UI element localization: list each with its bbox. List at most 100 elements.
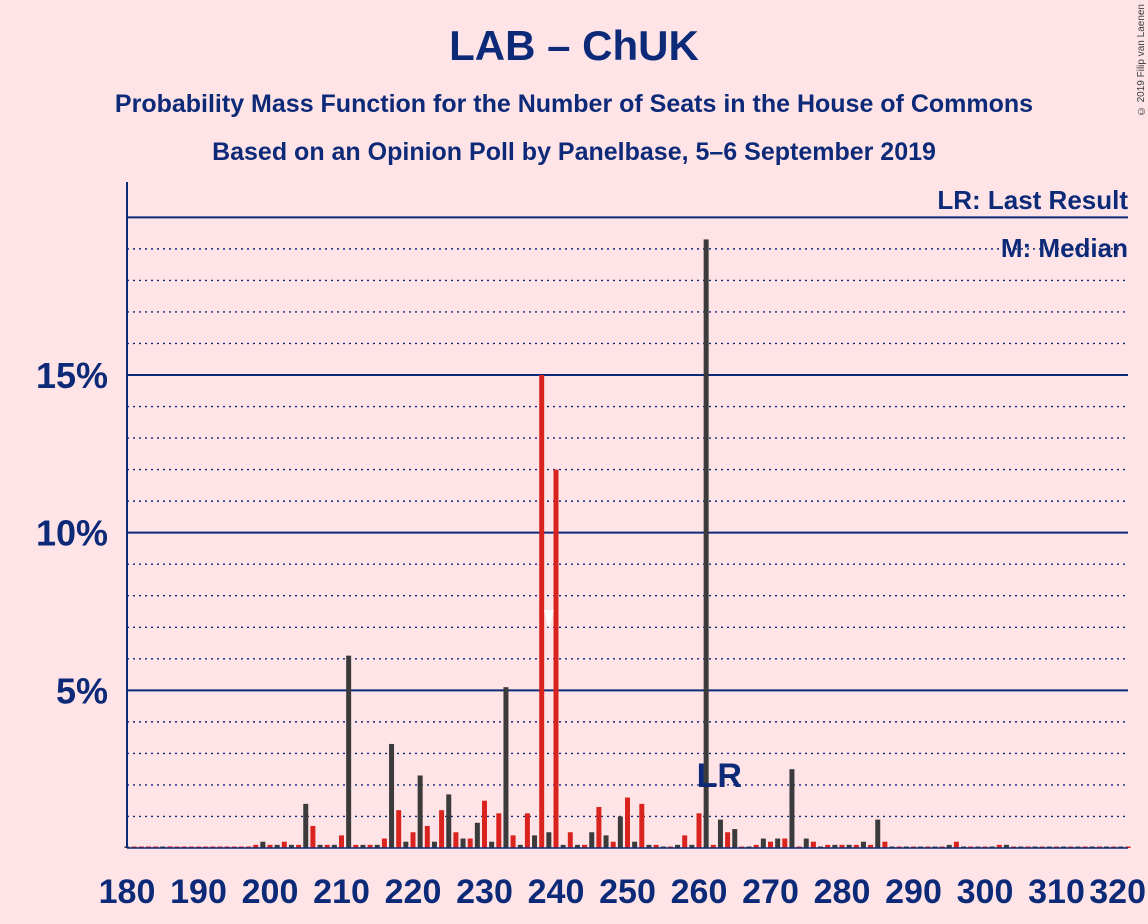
bar-lab-212	[353, 844, 359, 848]
bar-chuk-251	[632, 841, 638, 848]
bar-lab-252	[639, 803, 645, 848]
bar-lab-284	[868, 844, 874, 848]
x-tick-label: 240	[528, 873, 585, 911]
bar-chuk-243	[574, 844, 580, 848]
bar-chuk-261	[703, 239, 709, 848]
bar-chuk-257	[675, 844, 681, 848]
bar-lab-238	[539, 375, 545, 848]
bar-lab-272	[782, 838, 788, 848]
bar-chuk-213	[360, 844, 366, 848]
legend-median: M: Median	[1000, 233, 1128, 263]
bar-lab-234	[510, 835, 516, 848]
bar-chuk-279	[832, 844, 838, 848]
bar-chuk-215	[374, 844, 380, 848]
bar-chuk-273	[789, 769, 795, 848]
x-tick-label: 280	[814, 873, 871, 911]
bar-lab-264	[725, 832, 731, 848]
bar-lab-242	[567, 832, 573, 848]
bar-lab-268	[753, 844, 759, 848]
bar-lab-244	[582, 844, 588, 848]
bar-lab-250	[625, 797, 630, 848]
bar-lab-200	[267, 844, 273, 848]
bar-lab-282	[853, 844, 859, 848]
median-marker	[543, 610, 554, 629]
legend-last-result: LR: Last Result	[937, 185, 1128, 215]
bar-chuk-211	[346, 655, 352, 848]
bar-chuk-229	[474, 822, 480, 848]
bar-lab-222	[424, 825, 430, 848]
bar-lab-230	[482, 800, 487, 848]
x-tick-label: 300	[957, 873, 1014, 911]
bar-lab-296	[953, 841, 959, 848]
x-tick-label: 270	[742, 873, 799, 911]
bar-chuk-233	[503, 687, 509, 848]
bar-chuk-199	[260, 841, 266, 848]
x-tick-label: 230	[456, 873, 513, 911]
y-tick-label: 5%	[56, 670, 108, 711]
chart-subtitle-poll: Based on an Opinion Poll by Panelbase, 5…	[212, 138, 936, 166]
bar-lab-228	[467, 838, 473, 848]
x-tick-label: 290	[885, 873, 942, 911]
bar-chuk-281	[846, 844, 852, 848]
bar-lab-260	[696, 813, 702, 848]
bar-chuk-285	[875, 819, 881, 848]
bar-chuk-205	[303, 803, 309, 848]
bar-chuk-225	[446, 794, 452, 848]
bar-lab-198	[253, 844, 259, 848]
x-tick-label: 180	[99, 873, 156, 911]
bar-chuk-235	[517, 844, 523, 848]
bar-chuk-271	[775, 838, 781, 848]
bar-lab-248	[610, 841, 616, 848]
bar-chuk-265	[732, 829, 738, 848]
bar-chuk-241	[560, 844, 566, 848]
x-tick-label: 260	[671, 873, 728, 911]
bar-lab-218	[396, 810, 402, 848]
x-tick-label: 250	[599, 873, 656, 911]
bar-chuk-231	[489, 841, 495, 848]
bar-chuk-253	[646, 844, 652, 848]
bar-chuk-303	[1003, 844, 1009, 848]
bar-chuk-223	[431, 841, 437, 848]
last-result-label: LR	[697, 757, 742, 795]
bar-lab-214	[367, 844, 373, 848]
bar-lab-186	[167, 846, 173, 848]
bar-lab-224	[439, 810, 445, 848]
x-tick-label: 310	[1028, 873, 1085, 911]
bar-chuk-247	[603, 835, 609, 848]
chart-title: LAB – ChUK	[449, 22, 699, 69]
bar-chuk-283	[860, 841, 866, 848]
bar-lab-246	[596, 807, 602, 848]
x-tick-label: 210	[313, 873, 370, 911]
bar-lab-278	[825, 844, 831, 848]
bar-chuk-219	[403, 841, 409, 848]
x-tick-label: 190	[170, 873, 227, 911]
bar-lab-202	[281, 841, 287, 848]
bar-chuk-217	[389, 743, 395, 848]
bar-lab-276	[810, 841, 816, 848]
bar-chuk-263	[717, 819, 723, 848]
bar-lab-240	[553, 469, 559, 848]
bar-chuk-203	[288, 844, 294, 848]
bar-lab-270	[768, 841, 773, 848]
bar-lab-210	[339, 835, 344, 848]
bar-chuk-209	[331, 844, 337, 848]
bar-lab-286	[882, 841, 888, 848]
bar-chuk-237	[532, 835, 538, 848]
x-tick-label: 320	[1089, 873, 1146, 911]
bar-chuk-227	[460, 838, 466, 848]
bar-lab-254	[653, 844, 659, 848]
bar-chuk-239	[546, 832, 552, 848]
x-tick-label: 200	[242, 873, 299, 911]
bar-chuk-249	[617, 816, 623, 848]
bar-chuk-201	[274, 844, 280, 848]
bar-lab-232	[496, 813, 502, 848]
y-tick-label: 10%	[36, 513, 108, 554]
bar-lab-216	[381, 838, 387, 848]
bar-lab-258	[682, 835, 688, 848]
bar-lab-262	[710, 844, 716, 848]
bar-lab-220	[410, 832, 416, 848]
bar-lab-280	[839, 844, 845, 848]
bar-chuk-269	[760, 838, 766, 848]
bar-chuk-275	[803, 838, 809, 848]
